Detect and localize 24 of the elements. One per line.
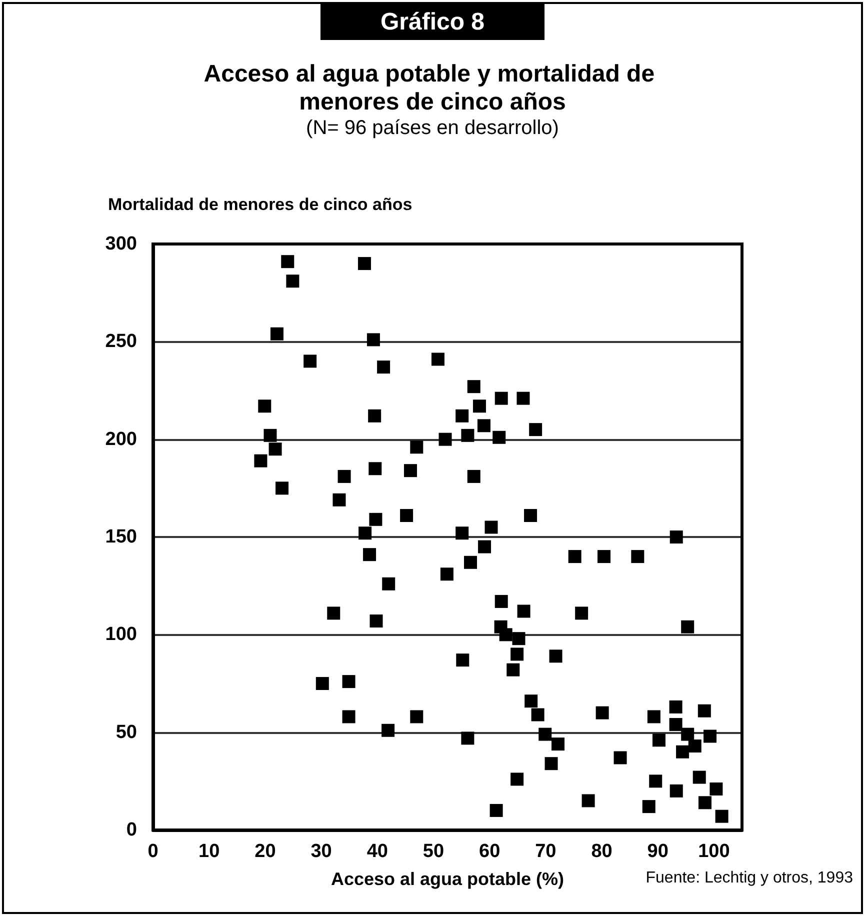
chart-title: Gráfico 8 xyxy=(380,8,485,36)
y-tick-label: 0 xyxy=(126,820,137,840)
y-tick-label: 100 xyxy=(105,624,137,646)
source-note: Fuente: Lechtig y otros, 1993 xyxy=(646,870,854,886)
x-tick-label: 80 xyxy=(591,841,612,862)
text: (N= 96 países en desarrollo) xyxy=(306,117,559,139)
x-tick-label: 50 xyxy=(422,841,444,862)
x-tick-label: 0 xyxy=(148,841,158,862)
x-axis-title: Acceso al agua potable (%) xyxy=(330,869,564,889)
x-tick-label: 20 xyxy=(254,841,276,862)
y-tick-label: 200 xyxy=(105,428,137,450)
x-tick-label: 100 xyxy=(698,841,730,862)
y-axis-title: Mortalidad de menores de cinco años xyxy=(108,195,412,214)
x-tick-label: 60 xyxy=(479,841,500,862)
y-tick-label: 250 xyxy=(105,331,137,352)
y-tick-label: 150 xyxy=(105,526,137,548)
x-tick-label: 10 xyxy=(198,841,220,862)
chart-subtitle: Acceso al agua potable y mortalidad de menores de cinco años xyxy=(204,60,662,116)
y-tick-label: 300 xyxy=(105,234,137,254)
x-tick-label: 90 xyxy=(647,841,668,862)
x-tick-label: 70 xyxy=(535,841,556,862)
x-tick-label: 30 xyxy=(310,841,332,862)
x-tick-label: 40 xyxy=(366,841,388,862)
y-tick-label: 50 xyxy=(116,722,137,743)
